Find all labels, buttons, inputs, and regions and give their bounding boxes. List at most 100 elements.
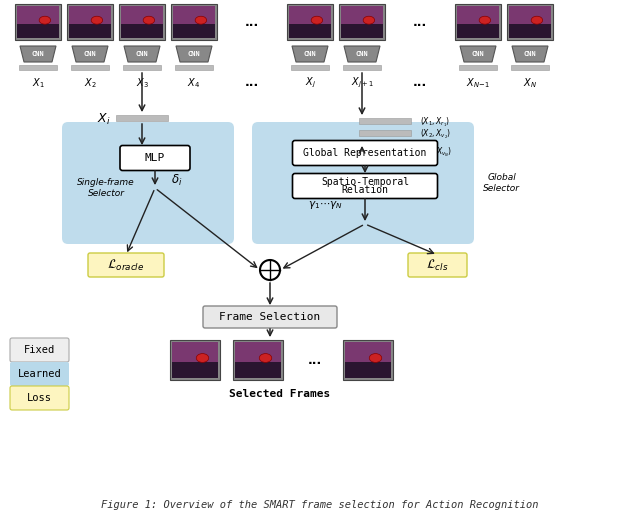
Bar xyxy=(457,24,499,38)
FancyBboxPatch shape xyxy=(10,338,69,362)
Bar xyxy=(71,65,109,70)
Bar xyxy=(121,24,163,38)
Ellipse shape xyxy=(363,16,374,24)
Polygon shape xyxy=(20,46,56,62)
Bar xyxy=(121,6,163,38)
Bar xyxy=(339,4,385,40)
Bar xyxy=(17,6,59,38)
Bar xyxy=(359,148,411,154)
Bar xyxy=(235,362,281,378)
Text: $X_1$: $X_1$ xyxy=(31,76,44,90)
Text: Relation: Relation xyxy=(342,185,388,194)
Bar xyxy=(233,340,283,380)
Bar xyxy=(172,362,218,378)
Text: Frame Selection: Frame Selection xyxy=(220,312,321,322)
Text: Learned: Learned xyxy=(18,369,61,379)
Bar xyxy=(67,4,113,40)
Text: $X_i$: $X_i$ xyxy=(97,112,111,127)
Bar xyxy=(173,6,215,38)
Text: CNN: CNN xyxy=(84,51,97,57)
Ellipse shape xyxy=(195,16,207,24)
FancyBboxPatch shape xyxy=(10,386,69,410)
Bar xyxy=(291,65,329,70)
Text: CNN: CNN xyxy=(136,51,148,57)
Text: $\mathcal{L}_{oracle}$: $\mathcal{L}_{oracle}$ xyxy=(108,257,145,272)
FancyBboxPatch shape xyxy=(408,253,467,277)
Bar xyxy=(119,4,165,40)
Bar xyxy=(173,24,215,38)
Text: MLP: MLP xyxy=(145,153,165,163)
Bar xyxy=(341,24,383,38)
Bar xyxy=(511,65,549,70)
Text: $(X_N, X_{v_N})$: $(X_N, X_{v_N})$ xyxy=(420,145,452,159)
Bar xyxy=(507,4,553,40)
Text: Global Representation: Global Representation xyxy=(303,148,427,158)
FancyBboxPatch shape xyxy=(62,122,234,244)
Text: $\delta_i$: $\delta_i$ xyxy=(172,173,182,188)
Text: CNN: CNN xyxy=(472,51,484,57)
Text: Spatio-Temporal: Spatio-Temporal xyxy=(321,177,409,187)
Bar xyxy=(289,6,331,38)
Text: Selected Frames: Selected Frames xyxy=(229,389,331,399)
Text: $X_{N\!-\!1}$: $X_{N\!-\!1}$ xyxy=(466,76,490,90)
FancyBboxPatch shape xyxy=(88,253,164,277)
Bar xyxy=(287,4,333,40)
Bar xyxy=(17,24,59,38)
Ellipse shape xyxy=(311,16,323,24)
Ellipse shape xyxy=(143,16,155,24)
FancyBboxPatch shape xyxy=(203,306,337,328)
Text: Global
Selector: Global Selector xyxy=(483,173,520,193)
Text: Single-frame
Selector: Single-frame Selector xyxy=(77,178,135,197)
Ellipse shape xyxy=(479,16,491,24)
Text: $X_N$: $X_N$ xyxy=(523,76,537,90)
Ellipse shape xyxy=(39,16,51,24)
Bar xyxy=(345,342,391,378)
Text: CNN: CNN xyxy=(188,51,200,57)
Polygon shape xyxy=(292,46,328,62)
Ellipse shape xyxy=(259,354,272,362)
Ellipse shape xyxy=(531,16,543,24)
Text: Fixed: Fixed xyxy=(24,345,55,355)
FancyBboxPatch shape xyxy=(292,174,438,199)
Text: CNN: CNN xyxy=(303,51,316,57)
Text: CNN: CNN xyxy=(31,51,44,57)
Text: $X_2$: $X_2$ xyxy=(84,76,97,90)
Polygon shape xyxy=(344,46,380,62)
Text: $\mathcal{L}_{cls}$: $\mathcal{L}_{cls}$ xyxy=(426,257,449,272)
Text: Figure 1: Overview of the SMART frame selection for Action Recognition: Figure 1: Overview of the SMART frame se… xyxy=(101,500,539,510)
Bar xyxy=(170,340,220,380)
Polygon shape xyxy=(72,46,108,62)
Text: $X_4$: $X_4$ xyxy=(188,76,200,90)
Text: $X_{j+1}$: $X_{j+1}$ xyxy=(351,76,374,90)
Bar xyxy=(289,24,331,38)
Bar xyxy=(509,24,551,38)
Text: ...: ... xyxy=(308,354,322,367)
FancyBboxPatch shape xyxy=(10,362,69,386)
Text: ...: ... xyxy=(413,77,427,89)
Text: $(X_1, X_{r_1})$: $(X_1, X_{r_1})$ xyxy=(420,115,451,129)
Text: ...: ... xyxy=(380,134,390,144)
FancyBboxPatch shape xyxy=(292,141,438,165)
Text: $(X_2, X_{v_2})$: $(X_2, X_{v_2})$ xyxy=(420,127,451,141)
Bar xyxy=(359,130,411,136)
FancyBboxPatch shape xyxy=(252,122,474,244)
Text: CNN: CNN xyxy=(356,51,369,57)
Bar xyxy=(171,4,217,40)
Bar xyxy=(343,340,393,380)
Polygon shape xyxy=(124,46,160,62)
Circle shape xyxy=(260,260,280,280)
Ellipse shape xyxy=(196,354,209,362)
Bar xyxy=(175,65,213,70)
Bar xyxy=(341,6,383,38)
Ellipse shape xyxy=(91,16,102,24)
Bar xyxy=(509,6,551,38)
Bar xyxy=(455,4,501,40)
Bar xyxy=(69,24,111,38)
Text: $\gamma_1\cdots\gamma_N$: $\gamma_1\cdots\gamma_N$ xyxy=(308,199,342,211)
Polygon shape xyxy=(460,46,496,62)
Bar xyxy=(69,6,111,38)
Bar xyxy=(359,118,411,124)
FancyBboxPatch shape xyxy=(120,145,190,171)
Polygon shape xyxy=(512,46,548,62)
Polygon shape xyxy=(176,46,212,62)
